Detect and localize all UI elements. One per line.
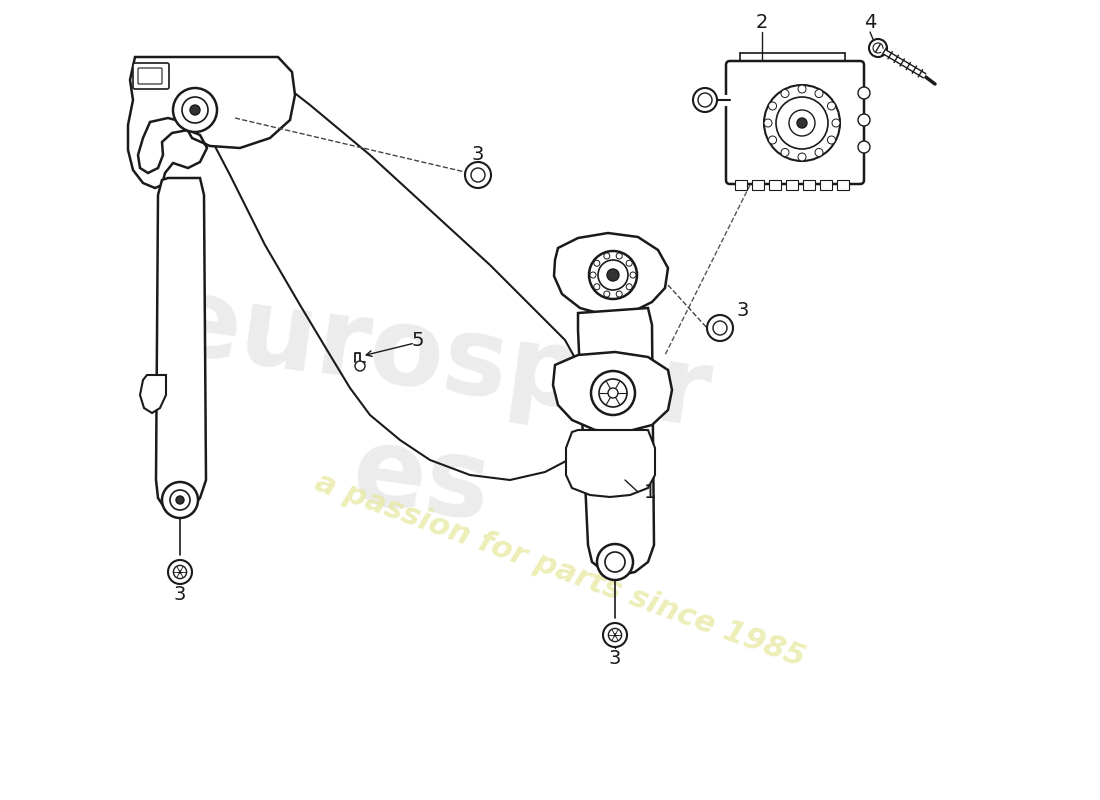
Bar xyxy=(735,180,747,190)
Circle shape xyxy=(815,90,823,98)
Circle shape xyxy=(591,371,635,415)
Circle shape xyxy=(626,260,632,266)
Circle shape xyxy=(598,260,628,290)
Bar xyxy=(803,180,815,190)
Circle shape xyxy=(630,272,636,278)
Circle shape xyxy=(781,90,789,98)
Polygon shape xyxy=(553,352,672,432)
Circle shape xyxy=(604,291,609,297)
Text: eurospar
es: eurospar es xyxy=(143,269,717,571)
Circle shape xyxy=(798,85,806,93)
FancyBboxPatch shape xyxy=(138,68,162,84)
Circle shape xyxy=(616,253,623,259)
Polygon shape xyxy=(578,308,654,575)
Circle shape xyxy=(626,284,632,290)
Circle shape xyxy=(769,102,777,110)
Circle shape xyxy=(603,623,627,647)
Circle shape xyxy=(604,253,609,259)
Circle shape xyxy=(776,97,828,149)
Circle shape xyxy=(170,490,190,510)
Circle shape xyxy=(769,136,777,144)
Circle shape xyxy=(764,119,772,127)
Circle shape xyxy=(832,119,840,127)
Circle shape xyxy=(182,97,208,123)
Circle shape xyxy=(616,291,623,297)
Bar xyxy=(820,180,832,190)
Bar xyxy=(769,180,781,190)
Text: 3: 3 xyxy=(472,146,484,165)
Circle shape xyxy=(162,482,198,518)
Circle shape xyxy=(174,566,187,578)
Text: 1: 1 xyxy=(644,482,657,502)
Circle shape xyxy=(176,496,184,504)
Circle shape xyxy=(594,260,600,266)
Text: 3: 3 xyxy=(737,301,749,319)
Circle shape xyxy=(781,149,789,157)
Circle shape xyxy=(588,251,637,299)
Circle shape xyxy=(693,88,717,112)
Circle shape xyxy=(873,43,883,53)
Text: 2: 2 xyxy=(756,13,768,31)
Circle shape xyxy=(190,105,200,115)
Polygon shape xyxy=(566,430,654,497)
Circle shape xyxy=(600,379,627,407)
Circle shape xyxy=(465,162,491,188)
Circle shape xyxy=(798,153,806,161)
Polygon shape xyxy=(140,375,166,413)
Circle shape xyxy=(355,361,365,371)
Circle shape xyxy=(815,149,823,157)
Circle shape xyxy=(798,118,807,128)
Polygon shape xyxy=(128,57,295,188)
Text: 4: 4 xyxy=(864,13,877,31)
Circle shape xyxy=(597,544,632,580)
Text: 5: 5 xyxy=(411,330,425,350)
Circle shape xyxy=(608,388,618,398)
Bar xyxy=(752,180,764,190)
Text: 3: 3 xyxy=(608,649,622,667)
Circle shape xyxy=(605,552,625,572)
Circle shape xyxy=(713,321,727,335)
FancyBboxPatch shape xyxy=(726,61,864,184)
Circle shape xyxy=(471,168,485,182)
Circle shape xyxy=(168,560,192,584)
Circle shape xyxy=(869,39,887,57)
FancyBboxPatch shape xyxy=(133,63,169,89)
Circle shape xyxy=(590,272,596,278)
Circle shape xyxy=(173,88,217,132)
Circle shape xyxy=(594,284,600,290)
Circle shape xyxy=(789,110,815,136)
Polygon shape xyxy=(554,233,668,315)
Bar xyxy=(786,180,798,190)
Text: a passion for parts since 1985: a passion for parts since 1985 xyxy=(311,467,808,673)
Circle shape xyxy=(827,102,835,110)
Circle shape xyxy=(764,85,840,161)
Circle shape xyxy=(858,87,870,99)
Circle shape xyxy=(607,269,619,281)
Circle shape xyxy=(858,141,870,153)
Circle shape xyxy=(858,114,870,126)
Circle shape xyxy=(698,93,712,107)
Polygon shape xyxy=(156,178,206,514)
Circle shape xyxy=(827,136,835,144)
Circle shape xyxy=(707,315,733,341)
Text: 3: 3 xyxy=(174,586,186,605)
Circle shape xyxy=(608,629,622,642)
Bar xyxy=(837,180,849,190)
